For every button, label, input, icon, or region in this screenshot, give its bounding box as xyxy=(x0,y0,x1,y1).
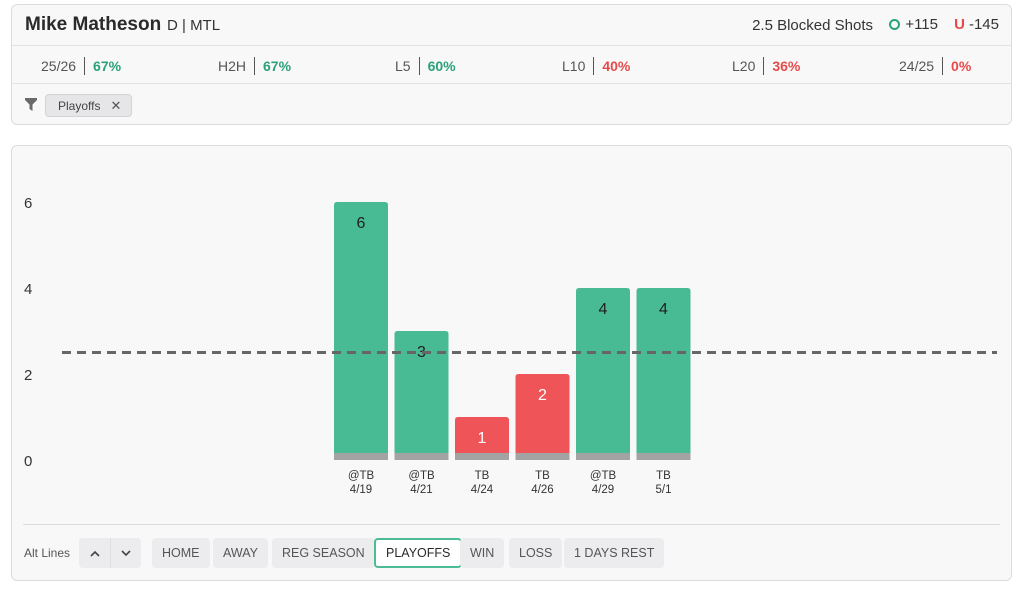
over-odds-value: +115 xyxy=(905,16,938,33)
data-label: 3 xyxy=(417,344,426,361)
alt-lines-label: Alt Lines xyxy=(24,546,71,560)
stat-divider xyxy=(593,57,595,75)
bar-baseline xyxy=(455,453,509,460)
x-tick-opponent: @TB xyxy=(408,470,435,482)
filter-row: Playoffs ✕ xyxy=(12,85,1011,126)
alt-line-up-button[interactable] xyxy=(79,538,110,568)
filter-home-button[interactable]: HOME xyxy=(152,538,210,568)
stat-label: H2H xyxy=(218,58,247,74)
bar xyxy=(636,288,691,460)
data-label: 4 xyxy=(659,301,668,318)
x-tick-date: 4/24 xyxy=(471,484,494,496)
filter-reg-season-button[interactable]: REG SEASON xyxy=(272,538,375,568)
stat-label: L10 xyxy=(562,58,586,74)
data-label: 4 xyxy=(599,301,608,318)
under-letter: U xyxy=(954,16,965,33)
y-tick-label: 0 xyxy=(24,453,32,470)
player-position-team: D | MTL xyxy=(167,17,221,34)
under-odds[interactable]: U -145 xyxy=(954,16,999,33)
bar-chart: 0 2 4 6 6 @TB 4/19 3 @TB 4/21 1 TB 4/24 2 TB 4/26 4 @TB 4/… xyxy=(24,195,997,496)
alt-line-down-button[interactable] xyxy=(110,538,141,568)
stat-value: 0% xyxy=(951,58,972,74)
x-tick-date: 5/1 xyxy=(656,484,672,496)
stat-value: 60% xyxy=(427,58,456,74)
alt-lines-stepper xyxy=(79,538,141,568)
data-label: 2 xyxy=(538,387,547,404)
stat-l10[interactable]: L10 40% xyxy=(562,57,630,75)
bar-baseline xyxy=(636,453,691,460)
stat-25-26[interactable]: 25/26 67% xyxy=(41,57,121,75)
x-tick-date: 4/29 xyxy=(592,484,614,496)
stat-label: 25/26 xyxy=(41,58,77,74)
x-tick-date: 4/21 xyxy=(410,484,432,496)
y-tick-label: 2 xyxy=(24,367,32,384)
bar xyxy=(334,202,388,460)
chevron-up-icon xyxy=(89,550,100,557)
stat-24-25[interactable]: 24/25 0% xyxy=(899,57,971,75)
bar xyxy=(515,374,570,460)
over-circle-icon xyxy=(889,19,901,30)
stat-value: 67% xyxy=(93,58,122,74)
chart-card: 0 2 4 6 6 @TB 4/19 3 @TB 4/21 1 TB 4/24 2 TB 4/26 4 @TB 4/… xyxy=(11,145,1012,581)
x-tick-date: 4/26 xyxy=(531,484,553,496)
player-name[interactable]: Mike Matheson xyxy=(25,14,162,35)
filter-win-button[interactable]: WIN xyxy=(460,538,505,568)
x-tick-opponent: TB xyxy=(535,470,550,482)
under-odds-value: -145 xyxy=(968,16,999,33)
prop-market: 2.5 Blocked Shots xyxy=(752,17,873,34)
x-tick-date: 4/19 xyxy=(350,484,372,496)
stat-divider xyxy=(942,57,944,75)
stat-label: 24/25 xyxy=(899,58,935,74)
x-tick-opponent: @TB xyxy=(348,470,375,482)
bar-baseline xyxy=(515,453,570,460)
stat-divider xyxy=(84,57,86,75)
filter-rest-button[interactable]: 1 DAYS REST xyxy=(564,538,665,568)
bar-baseline xyxy=(334,453,388,460)
stat-divider xyxy=(254,57,256,75)
bar xyxy=(576,288,630,460)
y-tick-label: 6 xyxy=(24,195,32,212)
bar-baseline xyxy=(576,453,630,460)
hit-rate-stats: 25/26 67% H2H 67% L5 60% L10 40% L20 36% 24/2… xyxy=(12,46,1011,84)
bar-baseline xyxy=(394,453,449,460)
stat-value: 67% xyxy=(263,58,292,74)
data-label: 1 xyxy=(478,430,487,447)
bar xyxy=(394,331,449,460)
stat-label: L5 xyxy=(395,58,411,74)
chart-toolbar: Alt Lines HOME AWAY REG SEASON PLAYOFFS … xyxy=(23,524,1000,581)
stat-value: 36% xyxy=(772,58,801,74)
player-info-card: Mike Matheson D | MTL 2.5 Blocked Shots … xyxy=(11,4,1012,125)
y-tick-label: 4 xyxy=(24,281,32,298)
stat-divider xyxy=(418,57,420,75)
chevron-down-icon xyxy=(121,549,131,556)
data-label: 6 xyxy=(357,215,366,232)
player-header: Mike Matheson D | MTL 2.5 Blocked Shots … xyxy=(12,5,1011,46)
bar xyxy=(455,417,509,460)
filter-chip-playoffs: Playoffs ✕ xyxy=(45,94,133,117)
filter-away-button[interactable]: AWAY xyxy=(213,538,268,568)
stat-label: L20 xyxy=(732,58,756,74)
over-odds[interactable]: +115 xyxy=(889,16,938,33)
stat-h2h[interactable]: H2H 67% xyxy=(218,57,291,75)
x-tick-opponent: @TB xyxy=(590,470,617,482)
stat-l20[interactable]: L20 36% xyxy=(732,57,800,75)
chip-label: Playoffs xyxy=(58,98,101,113)
filter-playoffs-button[interactable]: PLAYOFFS xyxy=(374,538,463,568)
chip-close-icon[interactable]: ✕ xyxy=(110,97,122,113)
stat-divider xyxy=(763,57,765,75)
filter-loss-button[interactable]: LOSS xyxy=(509,538,563,568)
stat-l5[interactable]: L5 60% xyxy=(395,57,456,75)
x-tick-opponent: TB xyxy=(656,470,671,482)
filter-icon[interactable] xyxy=(25,98,37,112)
stat-value: 40% xyxy=(602,58,631,74)
x-tick-opponent: TB xyxy=(475,470,490,482)
